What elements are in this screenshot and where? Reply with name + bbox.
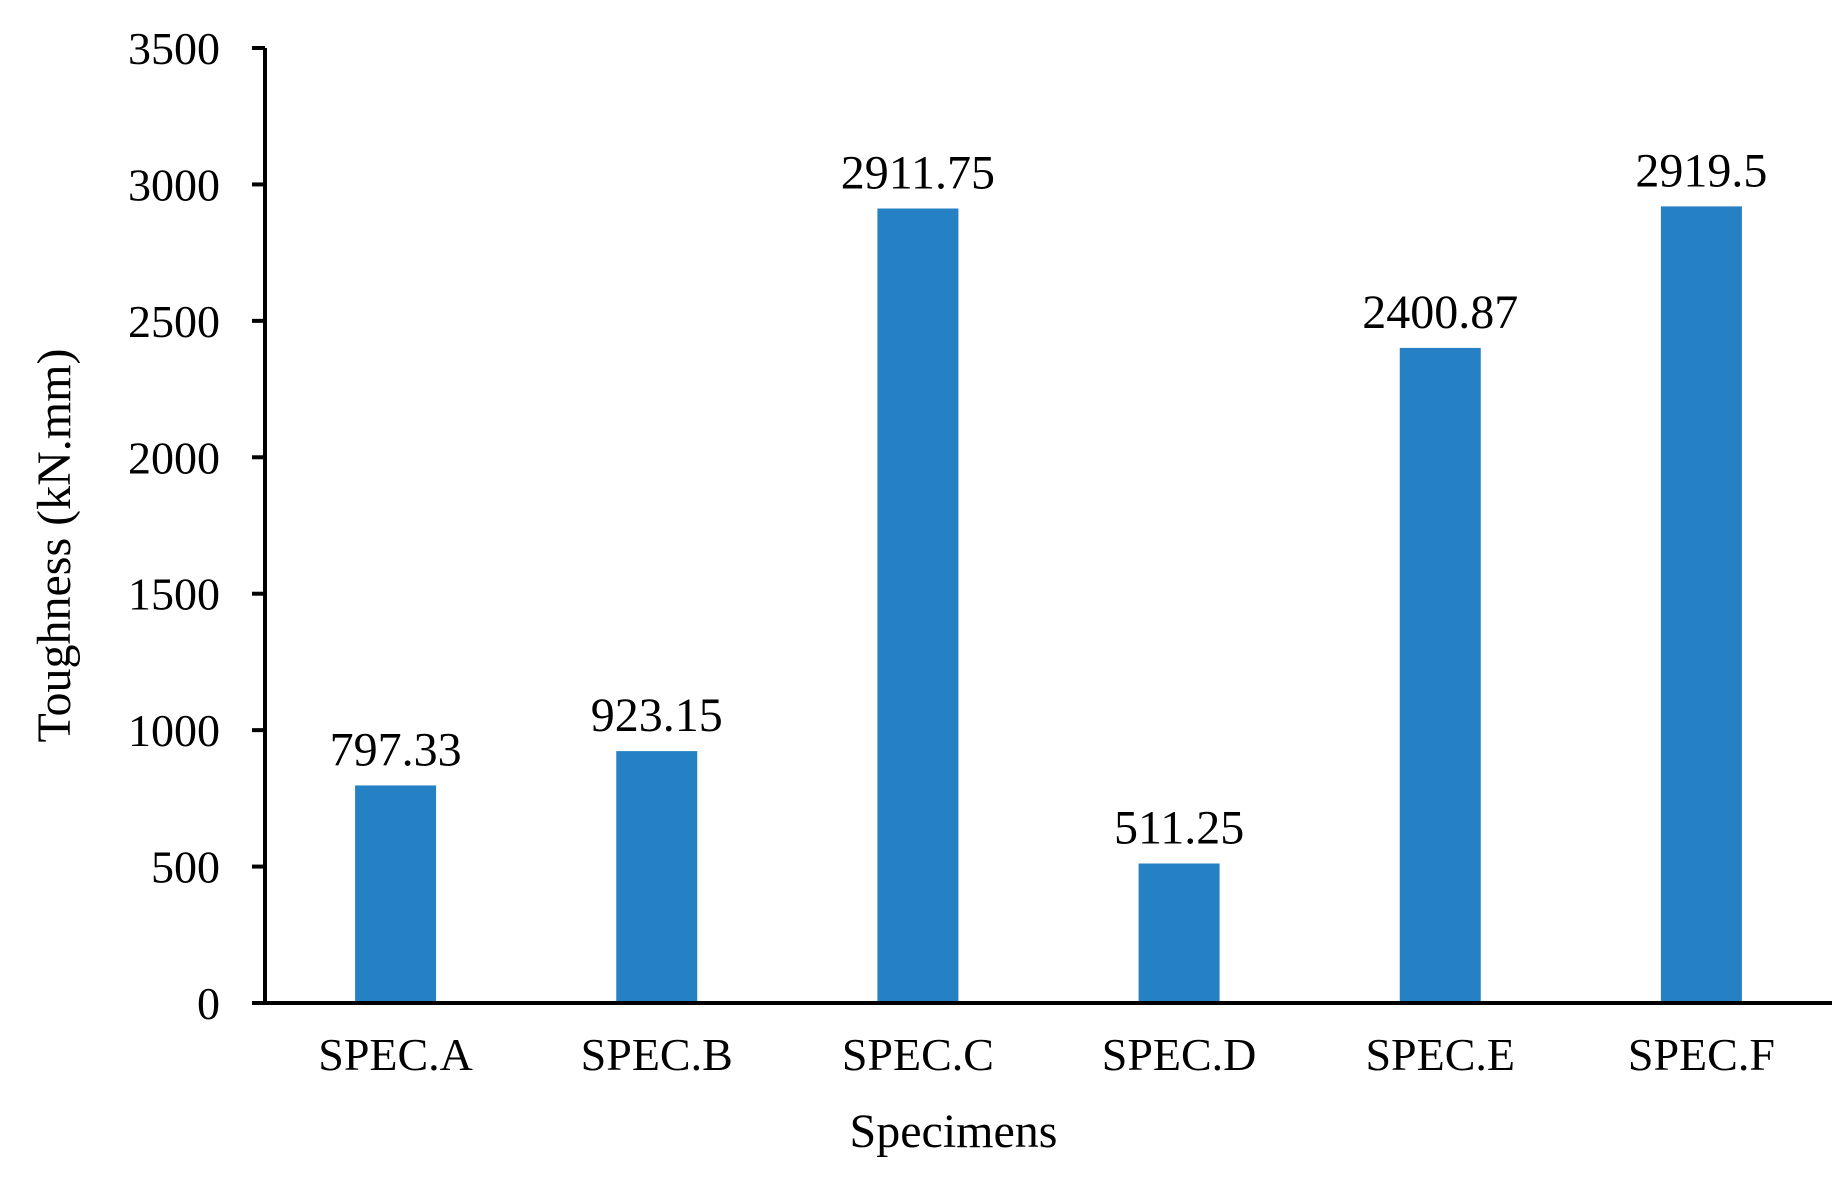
y-tick-label: 3000 [128, 159, 220, 210]
y-tick-label: 500 [151, 842, 220, 893]
bar-spec-b [616, 751, 698, 1003]
y-tick-label: 2000 [128, 432, 220, 483]
y-axis-ticks: 0 500 1000 1500 2000 2500 3000 3500 [128, 23, 265, 1029]
bars [355, 206, 1742, 1004]
y-tick-label: 0 [197, 978, 220, 1029]
data-label: 797.33 [330, 723, 462, 776]
x-category-label: SPEC.C [842, 1029, 994, 1080]
y-tick-label: 1000 [128, 705, 220, 756]
x-axis-title: Specimens [850, 1105, 1058, 1158]
y-axis-title: Toughness (kN.mm) [28, 349, 81, 743]
x-category-label: SPEC.E [1365, 1029, 1515, 1080]
bar-spec-a [355, 785, 437, 1003]
bar-spec-f [1660, 206, 1742, 1004]
y-tick-label: 2500 [128, 296, 220, 347]
bar-spec-c [877, 208, 959, 1004]
data-label: 511.25 [1114, 802, 1244, 855]
x-category-label: SPEC.B [581, 1029, 733, 1080]
y-tick-label: 1500 [128, 569, 220, 620]
x-category-label: SPEC.D [1102, 1029, 1257, 1080]
category-labels: SPEC.A SPEC.B SPEC.C SPEC.D SPEC.E SPEC.F [318, 1029, 1775, 1080]
data-label: 2911.75 [841, 147, 995, 200]
x-category-label: SPEC.F [1628, 1029, 1775, 1080]
data-label: 2400.87 [1362, 286, 1518, 339]
x-category-label: SPEC.A [318, 1029, 473, 1080]
y-tick-label: 3500 [128, 23, 220, 74]
data-label: 923.15 [591, 689, 723, 742]
data-labels: 797.33 923.15 2911.75 511.25 2400.87 2919.5 [330, 144, 1768, 854]
bar-spec-e [1399, 347, 1481, 1003]
data-label: 2919.5 [1635, 144, 1767, 197]
bar-spec-d [1138, 863, 1220, 1003]
